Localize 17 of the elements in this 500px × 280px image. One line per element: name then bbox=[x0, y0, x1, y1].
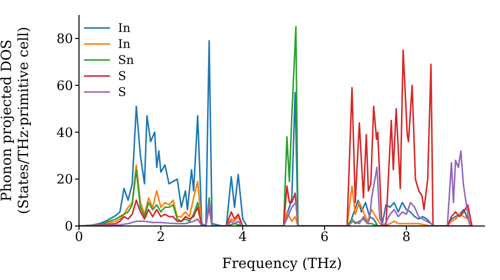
x-tick-label: 0 bbox=[74, 230, 84, 246]
y-tick-label: 80 bbox=[56, 32, 73, 48]
x-tick-label: 6 bbox=[320, 230, 329, 246]
y-tick-label: 0 bbox=[64, 220, 73, 235]
y-tick-label: 20 bbox=[56, 172, 73, 188]
legend-label: S bbox=[118, 85, 126, 99]
y-axis-title: Phonon projected DOS (States/THz·primitive cell) bbox=[0, 26, 32, 214]
legend-label: In bbox=[118, 21, 130, 35]
legend-label: Sn bbox=[118, 53, 134, 67]
x-tick-label: 8 bbox=[402, 230, 411, 246]
x-tick-label: 2 bbox=[156, 230, 165, 246]
legend-label: In bbox=[118, 37, 130, 51]
y-tick-label: 60 bbox=[56, 78, 73, 94]
x-axis-title: Frequency (THz) bbox=[222, 256, 342, 272]
x-tick-label: 4 bbox=[238, 230, 247, 246]
legend-label: S bbox=[118, 69, 126, 83]
y-tick-label: 40 bbox=[56, 126, 73, 141]
